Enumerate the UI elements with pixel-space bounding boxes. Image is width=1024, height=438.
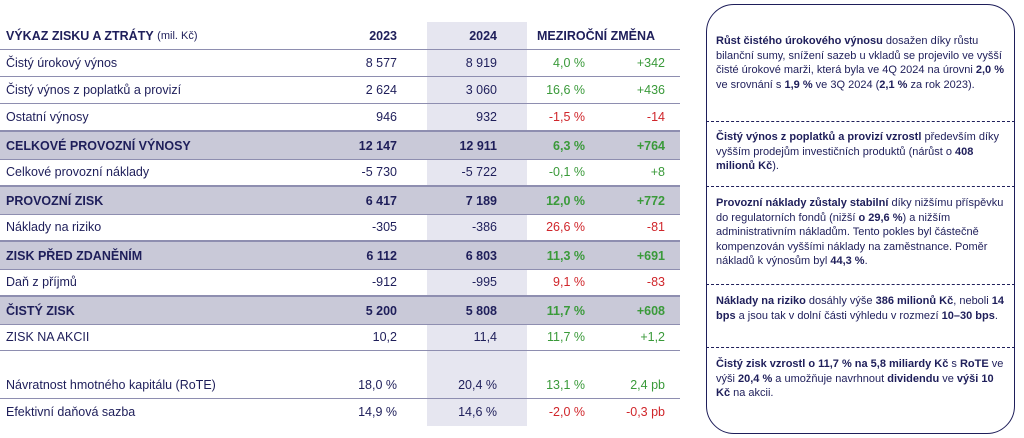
change-abs: +436	[636, 83, 665, 97]
change-abs: -83	[646, 275, 665, 289]
note-risk-costs: Náklady na riziko dosáhly výše 386 milio…	[716, 295, 1004, 322]
value-2024: 5 808	[465, 303, 497, 318]
row-label: Efektivní daňová sazba	[6, 405, 136, 419]
value-2023: 8 577	[365, 56, 397, 70]
value-2023: 10,2	[372, 330, 397, 344]
change-abs: -0,3 pb	[626, 405, 665, 419]
row-label: CELKOVÉ PROVOZNÍ VÝNOSY	[6, 138, 191, 153]
value-2023: 18,0 %	[358, 378, 397, 392]
table-row-highlight: PROVOZNÍ ZISK 6 417 7 189 12,0 % +772	[0, 186, 680, 215]
table-row: Ostatní výnosy 946 932 -1,5 % -14	[0, 104, 680, 131]
header-change: MEZIROČNÍ ZMĚNA	[537, 28, 656, 43]
commentary-panel	[706, 4, 1015, 434]
change-abs: +764	[636, 138, 665, 153]
change-pct: -0,1 %	[548, 165, 585, 179]
value-2024: 11,4	[473, 330, 497, 344]
value-2023: 5 200	[365, 303, 397, 318]
change-abs: +691	[636, 248, 665, 263]
row-label: PROVOZNÍ ZISK	[6, 193, 104, 208]
table-header: VÝKAZ ZISKU A ZTRÁTY (mil. Kč) 2023 2024…	[0, 22, 680, 50]
value-2024: -5 722	[461, 165, 497, 179]
change-abs: +1,2	[640, 330, 665, 344]
row-label: ZISK NA AKCII	[6, 330, 90, 344]
row-label: ČISTÝ ZISK	[6, 303, 75, 318]
change-pct: -1,5 %	[548, 110, 585, 124]
table-title: VÝKAZ ZISKU A ZTRÁTY	[6, 28, 154, 43]
value-2023: 12 147	[358, 138, 397, 153]
change-pct: 9,1 %	[553, 275, 585, 289]
change-abs: 2,4 pb	[630, 378, 665, 392]
table-row: Daň z příjmů -912 -995 9,1 % -83	[0, 269, 680, 296]
table-row: Návratnost hmotného kapitálu (RoTE) 18,0…	[0, 372, 680, 399]
note-separator	[706, 284, 1015, 285]
note-fees: Čistý výnos z poplatků a provizí vzrostl…	[716, 131, 1000, 172]
value-2023: 6 112	[366, 248, 397, 263]
change-abs: +8	[650, 165, 665, 179]
row-label: Čistý výnos z poplatků a provizí	[6, 83, 182, 97]
change-pct: 16,6 %	[546, 83, 585, 97]
change-abs: -81	[646, 220, 665, 234]
row-label: Celkové provozní náklady	[6, 165, 150, 179]
change-pct: 12,0 %	[546, 193, 585, 208]
table-row-highlight: CELKOVÉ PROVOZNÍ VÝNOSY 12 147 12 911 6,…	[0, 131, 680, 160]
note-net-profit: Čistý zisk vzrostl o 11,7 % na 5,8 milia…	[716, 358, 1004, 399]
value-2024: 932	[476, 110, 497, 124]
table-row: ZISK NA AKCII 10,2 11,4 11,7 % +1,2	[0, 324, 680, 351]
table-unit: (mil. Kč)	[157, 29, 198, 42]
table-row: Celkové provozní náklady -5 730 -5 722 -…	[0, 159, 680, 186]
row-label: Čistý úrokový výnos	[6, 56, 118, 70]
table-row: Efektivní daňová sazba 14,9 % 14,6 % -2,…	[0, 399, 680, 425]
note-operating-costs: Provozní náklady zůstaly stabilní díky n…	[716, 197, 1004, 267]
change-abs: -14	[646, 110, 665, 124]
note-interest-income: Růst čistého úrokového výnosu dosažen dí…	[716, 35, 1004, 91]
value-2023: -305	[371, 220, 397, 234]
value-2023: 14,9 %	[358, 405, 397, 419]
change-pct: 26,6 %	[546, 220, 585, 234]
table-row: Náklady na riziko -305 -386 26,6 % -81	[0, 214, 680, 241]
change-abs: +772	[636, 193, 665, 208]
header-2024: 2024	[469, 28, 497, 43]
table-row: Čistý úrokový výnos 8 577 8 919 4,0 % +3…	[0, 50, 680, 77]
value-2023: 946	[376, 110, 397, 124]
change-pct: -2,0 %	[548, 405, 585, 419]
row-label: Náklady na riziko	[6, 220, 102, 234]
value-2024: -995	[471, 275, 497, 289]
note-separator	[706, 347, 1015, 348]
row-label: Návratnost hmotného kapitálu (RoTE)	[6, 378, 216, 392]
change-pct: 4,0 %	[553, 56, 585, 70]
change-pct: 13,1 %	[546, 378, 585, 392]
change-pct: 11,7 %	[546, 303, 585, 318]
column-2024-shade	[427, 22, 527, 426]
value-2023: 2 624	[365, 83, 397, 97]
row-label: Ostatní výnosy	[6, 110, 89, 124]
value-2024: 6 803	[465, 248, 497, 263]
note-separator	[706, 186, 1015, 187]
table-row-highlight: ČISTÝ ZISK 5 200 5 808 11,7 % +608	[0, 296, 680, 325]
table-row-highlight: ZISK PŘED ZDANĚNÍM 6 112 6 803 11,3 % +6…	[0, 241, 680, 270]
row-label: Daň z příjmů	[6, 275, 77, 289]
value-2024: 8 919	[465, 56, 497, 70]
note-separator	[706, 121, 1015, 122]
income-statement-table: VÝKAZ ZISKU A ZTRÁTY (mil. Kč) 2023 2024…	[0, 22, 680, 426]
value-2023: -912	[371, 275, 397, 289]
value-2024: 3 060	[465, 83, 497, 97]
value-2024: 20,4 %	[458, 378, 497, 392]
value-2024: 12 911	[459, 138, 497, 153]
change-pct: 11,7 %	[547, 330, 585, 344]
value-2024: 7 189	[465, 193, 497, 208]
value-2023: -5 730	[361, 165, 397, 179]
change-pct: 11,3 %	[546, 248, 585, 263]
header-2023: 2023	[369, 28, 397, 43]
change-abs: +342	[636, 56, 665, 70]
value-2023: 6 417	[365, 193, 397, 208]
change-pct: 6,3 %	[553, 138, 585, 153]
change-abs: +608	[636, 303, 665, 318]
table-row: Čistý výnos z poplatků a provizí 2 624 3…	[0, 77, 680, 104]
row-label: ZISK PŘED ZDANĚNÍM	[6, 248, 143, 263]
value-2024: -386	[471, 220, 497, 234]
value-2024: 14,6 %	[458, 405, 497, 419]
